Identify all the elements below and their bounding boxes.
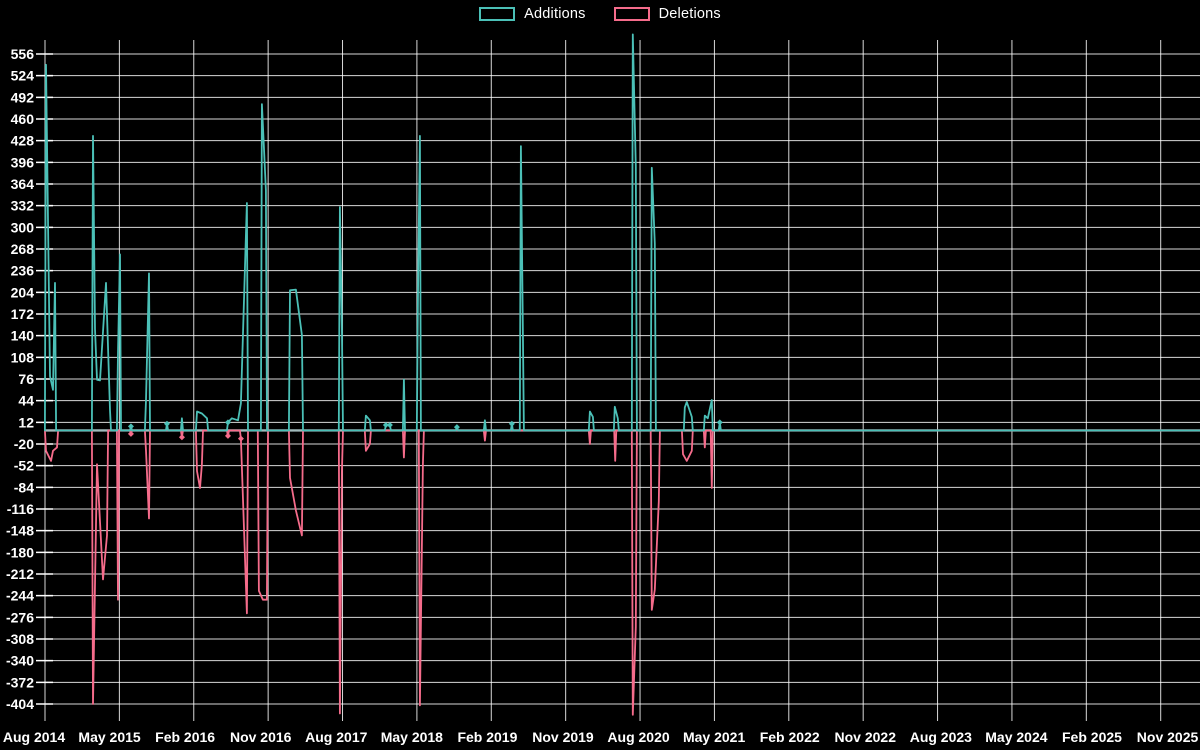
axis-tick-label: -148 <box>6 523 34 539</box>
axis-tick-label: -84 <box>14 479 34 495</box>
axis-tick-label: -180 <box>6 544 34 560</box>
axis-tick-label: 204 <box>11 284 35 300</box>
chart-legend: Additions Deletions <box>0 6 1200 22</box>
point-marker-icon <box>178 434 185 441</box>
axis-tick-label: -308 <box>6 631 34 647</box>
axis-tick-label: 140 <box>11 328 35 344</box>
axis-tick-label: 172 <box>11 306 35 322</box>
axis-tick-label: -404 <box>6 696 34 712</box>
axis-tick-label: 12 <box>18 414 34 430</box>
legend-item-additions[interactable]: Additions <box>479 6 585 22</box>
axis-tick-label: 556 <box>11 46 35 62</box>
axis-tick-label: -20 <box>14 436 34 452</box>
point-marker-icon <box>127 430 134 437</box>
point-marker-icon <box>508 420 515 427</box>
additions-swatch-icon <box>479 7 516 21</box>
legend-label-deletions: Deletions <box>658 6 721 22</box>
axis-tick-label: 492 <box>11 89 35 105</box>
axis-tick-label: Aug 2014 <box>3 729 65 745</box>
axis-tick-label: -244 <box>6 588 34 604</box>
axis-tick-label: -212 <box>6 566 34 582</box>
axis-tick-label: 44 <box>18 393 34 409</box>
point-marker-icon <box>453 424 460 431</box>
axis-tick-label: Aug 2017 <box>305 729 367 745</box>
axis-tick-label: Aug 2020 <box>607 729 669 745</box>
point-marker-icon <box>163 420 170 427</box>
axis-tick-label: Feb 2016 <box>155 729 215 745</box>
axis-tick-label: May 2018 <box>381 729 443 745</box>
axis-tick-label: -340 <box>6 653 34 669</box>
point-marker-icon <box>716 419 723 426</box>
axis-tick-label: 524 <box>11 68 35 84</box>
axis-tick-label: May 2024 <box>985 729 1047 745</box>
series-deletions <box>44 429 1200 716</box>
axis-tick-label: Nov 2019 <box>532 729 594 745</box>
point-marker-icon <box>224 419 231 426</box>
axis-tick-label: Nov 2025 <box>1137 729 1199 745</box>
point-marker-icon <box>224 432 231 439</box>
axis-tick-label: 76 <box>18 371 34 387</box>
point-marker-icon <box>382 422 389 429</box>
deletions-swatch-icon <box>613 7 650 21</box>
axis-tick-label: May 2015 <box>78 729 140 745</box>
axis-tick-label: Nov 2022 <box>835 729 897 745</box>
axis-tick-label: 268 <box>11 241 35 257</box>
axis-tick-label: 236 <box>11 263 35 279</box>
axis-tick-label: 396 <box>11 154 35 170</box>
axis-tick-label: Feb 2025 <box>1062 729 1122 745</box>
point-marker-icon <box>386 422 393 429</box>
point-marker-icon <box>237 435 244 442</box>
axis-tick-label: Nov 2016 <box>230 729 292 745</box>
axis-tick-label: -52 <box>14 458 34 474</box>
point-marker-icon <box>127 423 134 430</box>
axis-tick-label: -276 <box>6 609 34 625</box>
axis-tick-label: 460 <box>11 111 35 127</box>
axis-tick-label: 428 <box>11 133 35 149</box>
axis-tick-label: Aug 2023 <box>910 729 972 745</box>
axis-tick-label: 300 <box>11 219 35 235</box>
series-additions <box>44 33 1200 432</box>
axis-tick-label: May 2021 <box>683 729 745 745</box>
axis-tick-label: 332 <box>11 198 35 214</box>
axis-tick-label: 108 <box>11 349 35 365</box>
axis-tick-label: -116 <box>7 501 34 517</box>
axis-tick-label: Feb 2022 <box>760 729 820 745</box>
legend-label-additions: Additions <box>524 6 586 22</box>
axis-tick-label: Feb 2019 <box>457 729 517 745</box>
axis-tick-label: -372 <box>6 674 34 690</box>
legend-item-deletions[interactable]: Deletions <box>613 6 721 22</box>
axis-tick-label: 364 <box>11 176 35 192</box>
